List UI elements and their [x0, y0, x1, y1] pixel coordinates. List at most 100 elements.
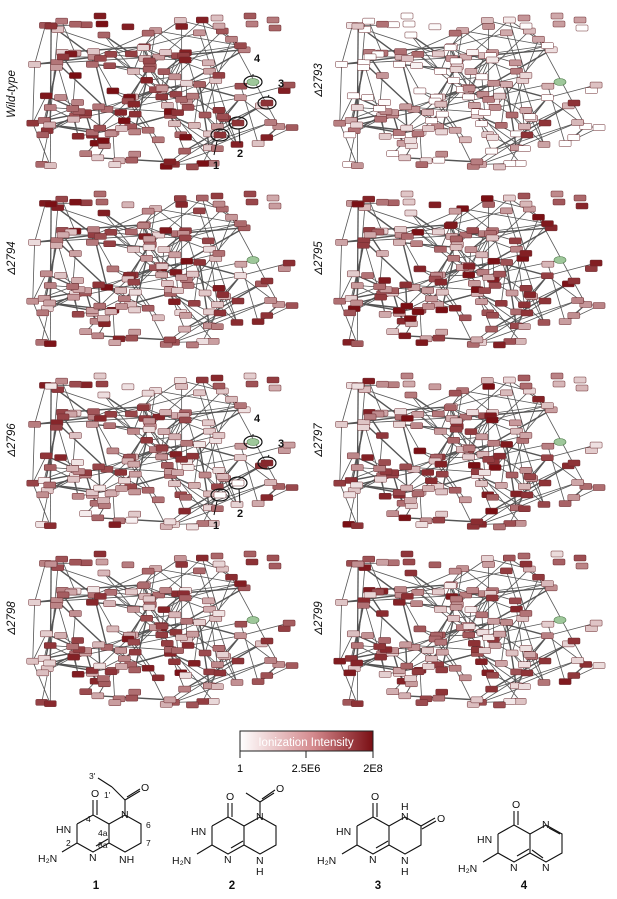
network-node: [520, 72, 532, 78]
network-node: [434, 246, 446, 252]
network-node: [488, 618, 500, 624]
network-node: [449, 665, 461, 671]
network-node: [429, 562, 441, 568]
panel-label-d2798: Δ2798: [6, 601, 18, 636]
structure-number-2: 2: [229, 880, 235, 892]
network-node: [568, 100, 580, 106]
s1-atom-NH: NH: [119, 854, 134, 866]
network-node: [363, 556, 375, 562]
network-node: [187, 271, 199, 277]
network-node: [521, 492, 533, 498]
network-node: [269, 203, 281, 209]
network-edge: [342, 563, 353, 602]
network-node: [422, 287, 434, 293]
network-node: [179, 326, 191, 332]
network-node: [143, 596, 155, 602]
network-node: [45, 561, 57, 567]
callout-line-2: [239, 489, 240, 503]
network-node: [487, 494, 499, 500]
network-node: [126, 157, 138, 163]
network-node: [487, 312, 499, 318]
network-node: [193, 390, 205, 396]
network-node: [127, 428, 139, 434]
network-node: [168, 481, 180, 487]
structure-2: O O HN N N H N H₂N 2: [172, 783, 284, 892]
chemical-structures: O O HN N N NH H₂N 4 4a 6 7 2 8a 1' 3' 1: [38, 771, 562, 892]
network-node: [500, 208, 512, 214]
network-node: [94, 415, 106, 421]
network-node: [400, 282, 412, 288]
network-node: [37, 310, 49, 316]
network-node: [115, 287, 127, 293]
network-node: [486, 148, 498, 154]
network-node: [351, 523, 363, 529]
network-node: [152, 497, 164, 503]
network-node: [405, 570, 417, 576]
network-node: [506, 290, 518, 296]
network-node: [234, 455, 246, 461]
network-node: [521, 670, 533, 676]
network-node: [225, 574, 237, 580]
network-node: [483, 634, 495, 640]
network-node: [538, 501, 550, 507]
network-node: [179, 235, 191, 241]
network-node: [489, 464, 501, 470]
s3-atom-N5: N: [401, 811, 409, 823]
network-node: [387, 689, 399, 695]
network-node: [387, 382, 399, 388]
network-node: [449, 305, 461, 311]
s2-atom-H2N: H₂N: [172, 855, 191, 867]
network-node: [400, 642, 412, 648]
network-node: [179, 595, 191, 601]
network-node: [503, 377, 515, 383]
network-node: [107, 448, 119, 454]
network-node: [69, 73, 81, 79]
network-node: [518, 506, 530, 512]
network-node: [568, 278, 580, 284]
network-node: [161, 102, 173, 108]
network-node: [213, 201, 225, 207]
network-nodes: [27, 373, 298, 530]
network-node: [234, 581, 246, 587]
network-node: [156, 445, 168, 451]
network-node: [352, 23, 364, 29]
network-node: [286, 125, 298, 131]
network-node: [433, 517, 445, 523]
network-node: [351, 300, 363, 306]
network-node: [129, 489, 141, 495]
network-node: [143, 418, 155, 424]
network-node: [172, 648, 184, 654]
network-node: [179, 57, 191, 63]
network-node: [363, 18, 375, 24]
network-node: [199, 472, 211, 478]
network-node: [217, 292, 229, 298]
network-node: [422, 109, 434, 115]
network-node: [434, 428, 446, 434]
network-node: [450, 426, 462, 432]
network-node: [232, 658, 244, 664]
network-node: [463, 632, 475, 638]
network-node: [489, 642, 501, 648]
callout-number-2: 2: [237, 148, 243, 160]
network-node: [214, 492, 226, 498]
network-node: [432, 51, 444, 57]
network-node: [92, 515, 104, 521]
network-node: [412, 131, 424, 137]
network-node: [269, 563, 281, 569]
network-node: [509, 598, 521, 604]
network-node: [186, 342, 198, 348]
network-node: [489, 104, 501, 110]
s1-atom-HN: HN: [56, 824, 71, 836]
network-node: [129, 329, 141, 335]
network-node: [143, 66, 155, 72]
network-node: [334, 658, 346, 664]
network-node: [125, 229, 137, 235]
network-node: [481, 377, 493, 383]
network-node: [401, 55, 413, 61]
network-node: [118, 478, 130, 484]
legend-tick-mid: 2.5E6: [292, 763, 321, 775]
network-node: [94, 55, 106, 61]
network-node: [211, 662, 223, 668]
network-node: [520, 383, 532, 389]
network-node: [481, 195, 493, 201]
